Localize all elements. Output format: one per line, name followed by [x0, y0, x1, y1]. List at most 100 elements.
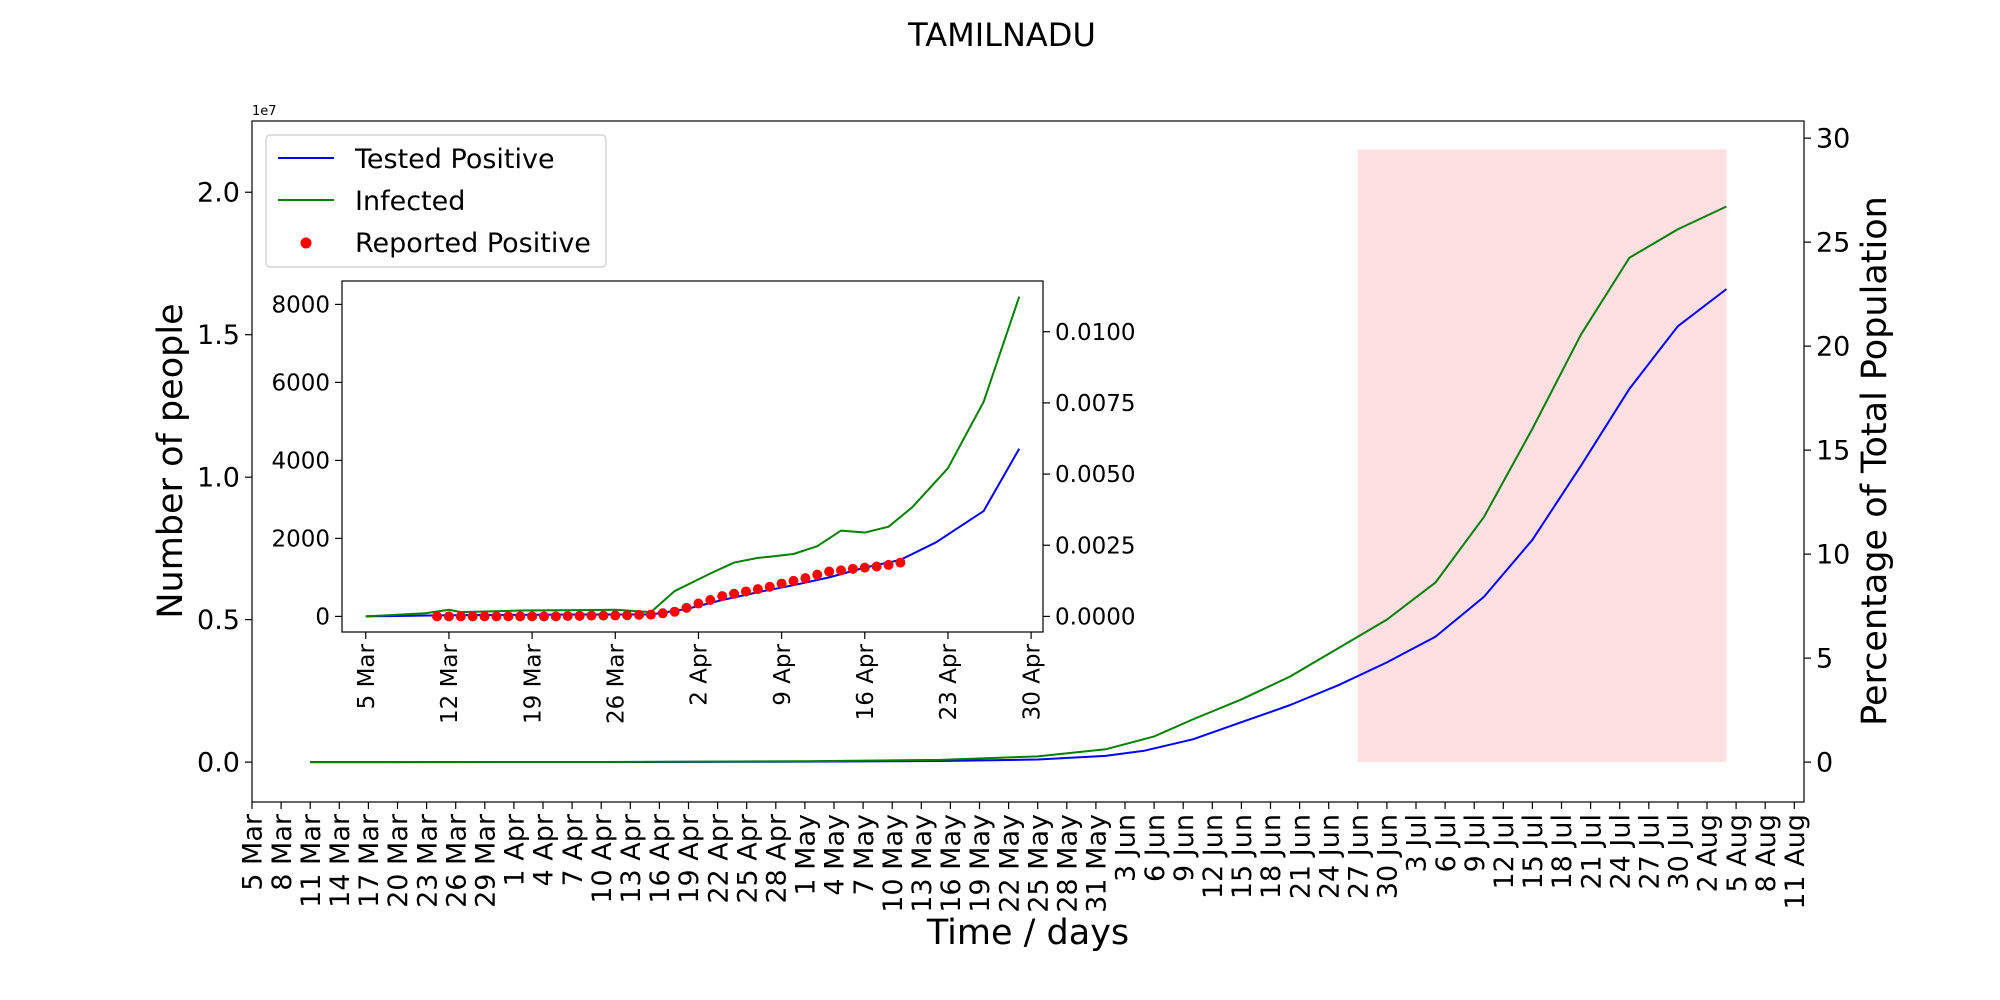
main-x-tick-label: 25 May: [1023, 814, 1054, 913]
main-y-tick-label: 1.0: [197, 463, 240, 494]
inset-y2-tick-label: 0.0025: [1055, 533, 1135, 559]
inset-reported-positive-point: [479, 611, 490, 622]
inset-reported-positive-point: [467, 611, 478, 622]
main-x-tick-label: 29 Mar: [471, 813, 502, 908]
main-x-tick-label: 24 Jun: [1314, 814, 1345, 899]
main-x-tick-label: 12 Jun: [1198, 814, 1229, 899]
main-x-tick-label: 5 Mar: [238, 813, 269, 891]
main-x-tick-label: 15 Jun: [1227, 814, 1258, 899]
main-y2-tick-label: 30: [1816, 124, 1850, 155]
inset-x-tick-label: 30 Apr: [1019, 643, 1045, 720]
inset-x-tick-label: 23 Apr: [936, 643, 962, 720]
inset-x-tick-label: 16 Apr: [853, 643, 879, 720]
inset-axes-frame: [341, 280, 1044, 633]
inset-reported-positive-point: [491, 611, 502, 622]
inset-reported-positive-point: [859, 562, 870, 573]
main-x-tick-label: 11 Mar: [296, 813, 327, 908]
main-x-tick-label: 22 Apr: [703, 813, 734, 904]
main-x-tick-label: 30 Jul: [1664, 814, 1695, 890]
main-x-tick-label: 7 May: [849, 814, 880, 896]
inset-y2-tick-label: 0.0075: [1055, 391, 1135, 417]
inset-y-tick-label: 6000: [271, 370, 330, 396]
inset-reported-positive-point: [824, 566, 835, 577]
main-x-tick-label: 18 Jul: [1547, 814, 1578, 890]
inset-reported-positive-point: [895, 557, 906, 568]
main-x-tick-label: 5 Aug: [1722, 814, 1753, 892]
inset-x-tick-label: 26 Mar: [604, 643, 630, 724]
forecast-shaded-region: [1357, 149, 1727, 763]
main-x-tick-label: 11 Aug: [1780, 814, 1811, 910]
main-series-tested-positive-line: [310, 288, 1728, 764]
x-axis-label: Time / days: [926, 913, 1129, 953]
inset-reported-positive-point: [752, 584, 763, 595]
main-x-tick-label: 19 Apr: [674, 813, 705, 904]
inset-x-tick-label: 2 Apr: [687, 643, 713, 705]
inset-reported-positive-point: [610, 610, 621, 621]
chart-title: TAMILNADU: [907, 16, 1096, 54]
inset-reported-positive-point: [883, 559, 894, 570]
legend-reported-positive-label: Reported Positive: [355, 228, 591, 259]
main-x-tick-label: 4 May: [820, 814, 851, 896]
inset-y-tick-label: 4000: [271, 448, 330, 474]
main-x-tick-label: 19 May: [965, 814, 996, 913]
y-axis-offset-label: 1e7: [252, 104, 277, 119]
inset-reported-positive-point: [669, 606, 680, 617]
inset-y-tick-label: 2000: [271, 526, 330, 552]
y-axis-label: Number of people: [151, 303, 191, 618]
inset-reported-positive-point: [515, 611, 526, 622]
inset-x-tick-label: 5 Mar: [354, 643, 380, 709]
inset-y-tick-label: 0: [315, 604, 330, 630]
main-x-tick-label: 1 Apr: [500, 813, 531, 886]
inset-reported-positive-point: [645, 609, 656, 620]
legend-infected-label: Infected: [355, 186, 465, 217]
main-x-tick-label: 26 Mar: [441, 813, 472, 908]
main-y2-tick-label: 10: [1816, 540, 1850, 571]
inset-y-tick-label: 8000: [271, 292, 330, 318]
y2-axis-label: Percentage of Total Population: [1855, 196, 1895, 726]
inset-reported-positive-point: [717, 591, 728, 602]
main-x-tick-label: 27 Jul: [1635, 814, 1666, 890]
main-x-tick-label: 17 Mar: [354, 813, 385, 908]
inset-reported-positive-point: [764, 581, 775, 592]
main-y2-tick-label: 20: [1816, 332, 1850, 363]
main-y2-tick-label: 5: [1816, 644, 1833, 675]
main-x-tick-label: 25 Apr: [732, 813, 763, 904]
main-x-tick-label: 30 Jun: [1373, 814, 1404, 899]
inset-reported-positive-point: [443, 611, 454, 622]
main-y-tick-label: 1.5: [197, 320, 240, 351]
main-y-tick-label: 0.0: [197, 748, 240, 779]
inset-reported-positive-point: [740, 586, 751, 597]
main-x-tick-label: 21 Jul: [1576, 814, 1607, 890]
inset-reported-positive-point: [657, 608, 668, 619]
main-x-tick-label: 3 Jun: [1111, 814, 1142, 882]
inset-y2-tick-label: 0.0100: [1055, 320, 1135, 346]
main-x-tick-label: 6 Jul: [1431, 814, 1462, 872]
inset-reported-positive-point: [871, 561, 882, 572]
main-y2-tick-label: 0: [1816, 748, 1833, 779]
main-x-tick-label: 2 Aug: [1693, 814, 1724, 892]
main-x-tick-label: 3 Jul: [1402, 814, 1433, 872]
inset-y2-tick-label: 0.0050: [1055, 462, 1135, 488]
inset-reported-positive-point: [812, 569, 823, 580]
inset-reported-positive-point: [622, 610, 633, 621]
main-x-tick-label: 31 May: [1082, 814, 1113, 913]
inset-reported-positive-point: [634, 609, 645, 620]
main-x-tick-label: 21 Jun: [1285, 814, 1316, 899]
inset-x-tick-label: 12 Mar: [437, 643, 463, 724]
inset-reported-positive-point: [455, 611, 466, 622]
main-x-tick-label: 10 Apr: [587, 813, 618, 904]
inset-reported-positive-point: [847, 563, 858, 574]
main-axes-frame: [251, 120, 1805, 803]
main-x-tick-label: 23 Mar: [412, 813, 443, 908]
main-x-tick-label: 9 Jul: [1460, 814, 1491, 872]
main-x-tick-label: 20 Mar: [383, 813, 414, 908]
inset-reported-positive-point: [800, 573, 811, 584]
main-x-tick-label: 16 Apr: [645, 813, 676, 904]
main-x-tick-label: 24 Jul: [1605, 814, 1636, 890]
legend-tested-positive-label: Tested Positive: [354, 144, 555, 175]
legend-reported-positive-marker: [300, 237, 312, 249]
main-x-tick-label: 28 Apr: [762, 813, 793, 904]
inset-x-tick-label: 9 Apr: [770, 643, 796, 705]
inset-reported-positive-point: [538, 611, 549, 622]
main-x-tick-label: 13 May: [907, 814, 938, 913]
